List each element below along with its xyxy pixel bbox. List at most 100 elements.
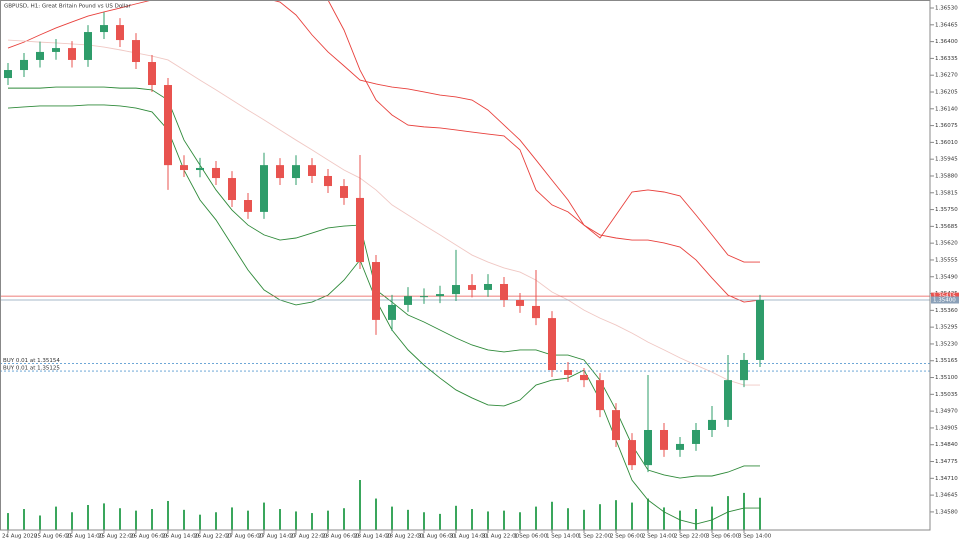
x-tick-label: 1 Sep 22:00 — [578, 534, 612, 540]
y-tick-label: 1.34970 — [935, 409, 958, 415]
x-tick-label: 25 Aug 14:00 — [66, 534, 104, 540]
y-tick-label: 1.36400 — [935, 39, 958, 45]
volume-bar — [391, 506, 393, 530]
candle-body — [404, 296, 412, 305]
candle-body — [244, 200, 252, 212]
volume-bar — [7, 513, 9, 530]
volume-bar — [71, 512, 73, 530]
x-tick-label: 26 Aug 22:00 — [194, 534, 232, 540]
volume-bar — [359, 480, 361, 530]
volume-bar — [231, 507, 233, 530]
y-tick-label: 1.36205 — [935, 89, 958, 95]
x-tick-label: 28 Aug 22:00 — [386, 534, 424, 540]
candle-body — [628, 440, 636, 466]
x-tick-label: 26 Aug 06:00 — [130, 534, 168, 540]
x-tick-label: 25 Aug 22:00 — [98, 534, 136, 540]
volume-bar — [567, 508, 569, 530]
indicator-line — [7, 0, 760, 263]
y-tick-label: 1.34840 — [935, 442, 958, 448]
volume-bar — [535, 506, 537, 530]
x-tick-label: 27 Aug 06:00 — [226, 534, 264, 540]
candle-body — [36, 51, 44, 60]
volume-bar — [87, 505, 89, 530]
candle-body — [484, 283, 492, 290]
x-tick-label: 2 Sep 14:00 — [642, 534, 676, 540]
candle-body — [116, 25, 124, 41]
volume-bar — [247, 510, 249, 530]
y-tick-label: 1.34645 — [935, 493, 958, 499]
x-tick-label: 31 Aug 06:00 — [418, 534, 456, 540]
y-tick-label: 1.34710 — [935, 476, 958, 482]
candle-body — [212, 167, 220, 179]
candle-body — [260, 165, 268, 212]
volume-bar — [119, 508, 121, 530]
y-tick-label: 1.35230 — [935, 341, 958, 347]
volume-bar — [647, 498, 649, 530]
x-tick-label: 27 Aug 14:00 — [258, 534, 296, 540]
candle-body — [596, 380, 604, 411]
candle-body — [660, 429, 668, 450]
y-tick-label: 1.35945 — [935, 157, 958, 163]
candle-body — [580, 374, 588, 381]
candle-body — [20, 59, 28, 71]
volume-bar — [471, 509, 473, 530]
plot-area — [0, 0, 930, 530]
candle-body — [500, 283, 508, 301]
price-tag — [931, 296, 959, 304]
volume-bar — [759, 497, 761, 530]
indicator-line — [327, 0, 761, 303]
volume-bar — [263, 502, 265, 530]
y-tick-label: 1.36335 — [935, 56, 958, 62]
y-tick-label: 1.36530 — [935, 6, 958, 12]
y-tick-label: 1.35750 — [935, 207, 958, 213]
candle-body — [52, 48, 60, 52]
plot-border — [0, 0, 931, 531]
volume-bar — [455, 505, 457, 530]
y-tick-label: 1.35360 — [935, 308, 958, 314]
y-tick-label: 1.35620 — [935, 241, 958, 247]
candle-body — [228, 178, 236, 201]
candle-body — [132, 40, 140, 63]
volume-bar — [151, 509, 153, 530]
volume-bar — [503, 510, 505, 530]
price-tag — [931, 292, 959, 300]
volume-bar — [23, 509, 25, 530]
volume-bar — [519, 512, 521, 530]
volume-bar — [423, 512, 425, 530]
candle-body — [756, 300, 764, 360]
candle-body — [708, 419, 716, 430]
volume-bar — [343, 508, 345, 530]
indicator-line — [7, 104, 760, 525]
candle-body — [468, 285, 476, 290]
candle-body — [180, 165, 188, 171]
y-tick-label: 1.35035 — [935, 392, 958, 398]
y-tick-label: 1.35555 — [935, 257, 958, 263]
candle-body — [564, 370, 572, 375]
volume-bar — [199, 514, 201, 530]
volume-bar — [551, 501, 553, 530]
x-tick-label: 3 Sep 06:00 — [706, 534, 740, 540]
volume-bar — [39, 515, 41, 530]
candle-body — [452, 285, 460, 295]
volume-bar — [711, 506, 713, 530]
candle-body — [436, 294, 444, 297]
volume-bar — [167, 500, 169, 530]
x-tick-label: 24 Aug 2020 — [2, 534, 38, 540]
candle-body — [4, 70, 12, 79]
x-tick-label: 28 Aug 14:00 — [354, 534, 392, 540]
y-tick-label: 1.35685 — [935, 224, 958, 230]
volume-bar — [599, 504, 601, 530]
candle-body — [516, 300, 524, 306]
y-tick-label: 1.36075 — [935, 123, 958, 129]
volume-bar — [439, 513, 441, 530]
order-label: BUY 0.01 at 1.35154 — [3, 358, 60, 364]
y-tick-label: 1.35295 — [935, 325, 958, 331]
candle-body — [644, 429, 652, 466]
y-tick-label: 1.34775 — [935, 459, 958, 465]
volume-bar — [295, 511, 297, 530]
volume-bar — [743, 492, 745, 530]
volume-bar — [487, 511, 489, 530]
y-tick-label: 1.36465 — [935, 22, 958, 28]
volume-bar — [631, 502, 633, 530]
